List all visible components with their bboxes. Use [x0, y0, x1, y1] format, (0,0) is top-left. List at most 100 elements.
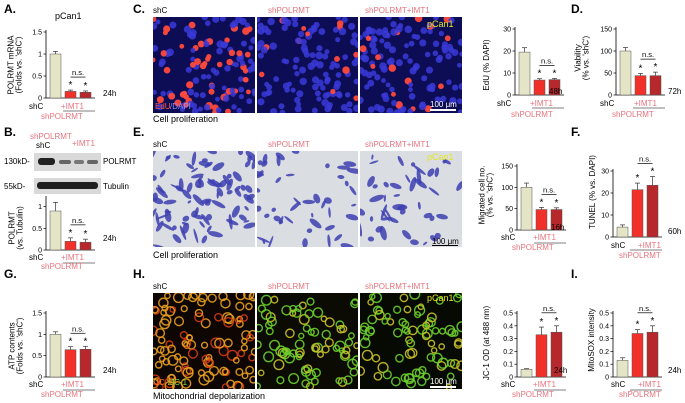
stained-cell: [198, 175, 204, 180]
nucleus: [344, 92, 351, 98]
panel-letter-c: C.: [133, 2, 145, 16]
stained-cell: [290, 201, 301, 211]
mitochondria-cell: [368, 293, 376, 300]
nucleus: [457, 109, 462, 113]
nucleus: [291, 17, 299, 23]
nucleus: [432, 17, 439, 21]
mitochondria-cell: [447, 328, 457, 338]
stained-cell: [244, 160, 251, 168]
nucleus: [402, 53, 409, 60]
nucleus: [155, 19, 161, 25]
h-group-shpolrmt-imt1: shPOLRMT+IMT1: [365, 282, 430, 291]
nucleus: [297, 30, 305, 38]
mitochondria-cell: [200, 318, 211, 329]
stained-cell: [328, 207, 331, 218]
mitochondria-cell: [401, 320, 410, 329]
mitochondria-cell: [241, 330, 251, 340]
c-y-label: EdU (% DAPI): [481, 39, 491, 91]
bar-shc: [520, 369, 533, 378]
nucleus: [335, 72, 342, 78]
nucleus: [404, 43, 409, 49]
stained-cell: [346, 168, 358, 174]
img-c3-texture: [360, 17, 462, 113]
nucleus: [290, 87, 296, 93]
nucleus: [342, 66, 350, 74]
mitochondria-cell: [310, 327, 320, 337]
mitochondria-cell: [281, 347, 289, 355]
nucleus: [446, 79, 452, 85]
mitochondria-cell: [437, 357, 449, 369]
mitochondria-cell: [422, 372, 431, 381]
mitochondria-cell: [289, 304, 297, 313]
nucleus: [208, 83, 216, 90]
nucleus: [315, 51, 324, 60]
stained-cell: [231, 205, 240, 218]
mitochondria-cell: [351, 355, 358, 367]
mitochondria-cell: [400, 373, 410, 383]
y-tick-label: 100: [600, 49, 612, 56]
stained-cell: [423, 212, 433, 219]
mitochondria-cell: [257, 304, 267, 313]
mitochondria-cell: [374, 309, 385, 321]
mitochondria-cell: [208, 365, 220, 376]
ns-label: n.s.: [639, 155, 651, 164]
b-mw-130: 130kD-: [4, 157, 30, 166]
mitochondria-cell: [452, 293, 462, 303]
mitochondria-cell: [421, 331, 431, 341]
stained-cell: [285, 173, 295, 177]
ns-label: n.s.: [72, 324, 84, 333]
mitochondria-cell: [169, 306, 177, 313]
mitochondria-cell: [367, 298, 375, 306]
nucleus: [456, 62, 462, 68]
nucleus: [342, 54, 348, 60]
mitochondria-cell: [250, 347, 255, 356]
img-e3-texture: [360, 154, 462, 246]
panel-letter-g: G.: [4, 267, 17, 281]
bar-shpolrmt: [535, 209, 548, 231]
f-shpolrmt-label: shPOLRMT: [619, 251, 661, 260]
mitochondria-cell: [159, 345, 170, 356]
nucleus: [398, 17, 405, 21]
nucleus: [257, 52, 264, 59]
mitochondria-cell: [241, 372, 249, 380]
nucleus: [249, 64, 255, 72]
mitochondria-cell: [339, 324, 348, 334]
nucleus: [353, 78, 358, 85]
mitochondria-cell: [295, 353, 303, 361]
mitochondria-cell: [395, 353, 404, 363]
nucleus: [383, 41, 392, 49]
stained-cell: [172, 225, 177, 231]
mitochondria-cell: [360, 325, 368, 335]
f-shc-label: shC: [611, 241, 626, 250]
nucleus: [273, 76, 280, 82]
mitochondria-cell: [153, 374, 161, 385]
mitochondria-cell: [174, 365, 182, 373]
nucleus: [193, 92, 200, 98]
h-group-shpolrmt: shPOLRMT: [268, 282, 310, 291]
mitochondria-cell: [201, 354, 211, 364]
nucleus: [324, 49, 330, 55]
stained-cell: [191, 167, 199, 173]
nucleus: [314, 90, 321, 97]
b-time: 24h: [103, 234, 117, 243]
h-image-shpolrmt: [257, 293, 358, 389]
nucleus: [385, 82, 391, 88]
nucleus: [194, 58, 201, 65]
mitochondria-cell: [312, 307, 324, 318]
bar-shc: [49, 334, 62, 378]
h-stain-green: /JC-1: [168, 378, 188, 387]
mitochondria-cell: [301, 379, 311, 388]
nucleus: [379, 38, 385, 44]
significance-star: *: [540, 197, 544, 208]
nucleus: [340, 104, 348, 112]
bar-shc: [616, 226, 629, 238]
nucleus: [215, 107, 222, 113]
nucleus: [189, 61, 196, 68]
nucleus: [370, 47, 378, 55]
nucleus: [269, 42, 278, 50]
nucleus: [225, 108, 231, 113]
nucleus: [278, 103, 285, 110]
f-imt1-label: +IMT1: [638, 241, 661, 250]
stained-cell: [191, 173, 204, 179]
